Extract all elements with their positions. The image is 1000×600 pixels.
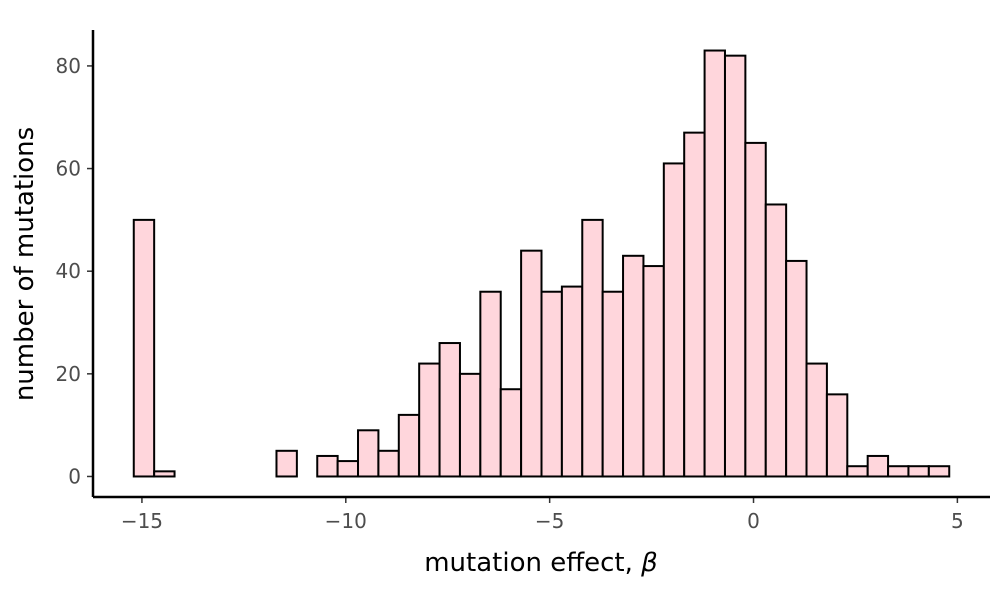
- histogram-bar: [479, 290, 502, 478]
- histogram-bar: [622, 254, 645, 478]
- y-tick-label: 60: [56, 157, 81, 181]
- histogram-bar: [825, 393, 849, 478]
- x-axis-ticks: −15 −10 −5 0 5: [121, 497, 964, 533]
- histogram-bar: [866, 454, 890, 478]
- x-axis-title-text: mutation effect,: [424, 548, 641, 578]
- y-axis-title: number of mutations: [10, 127, 40, 401]
- histogram-bar: [703, 49, 726, 478]
- histogram-bar: [764, 203, 788, 478]
- x-axis-title: mutation effect, β: [424, 548, 658, 578]
- histogram-bar: [499, 388, 523, 478]
- histogram-bar: [785, 259, 808, 478]
- histogram-bar: [540, 290, 563, 478]
- histogram-bar: [132, 218, 156, 478]
- x-axis-title-symbol: β: [640, 548, 658, 578]
- histogram-bar: [560, 285, 584, 478]
- histogram-bar: [907, 465, 930, 478]
- histogram-bar: [153, 470, 176, 478]
- histogram-bar: [723, 54, 747, 478]
- histogram-bar: [601, 290, 625, 478]
- x-tick-label: −10: [325, 509, 367, 533]
- histogram-bar: [642, 265, 665, 478]
- histogram-bar: [581, 218, 604, 478]
- histogram-bar: [744, 141, 767, 478]
- histogram-bar: [805, 362, 828, 478]
- y-tick-label: 80: [56, 54, 81, 78]
- x-tick-label: 0: [747, 509, 760, 533]
- y-axis-ticks: 0 20 40 60 80: [56, 54, 93, 488]
- histogram-bar: [397, 413, 421, 478]
- histogram-bar: [316, 454, 339, 478]
- histogram-bar: [438, 342, 461, 478]
- histogram-bar: [357, 429, 380, 478]
- x-tick-label: −5: [535, 509, 564, 533]
- histogram-bars: [132, 49, 951, 478]
- y-tick-label: 0: [68, 464, 81, 488]
- x-tick-label: −15: [121, 509, 163, 533]
- histogram-bar: [887, 465, 910, 478]
- histogram-bar: [520, 249, 543, 478]
- y-tick-label: 20: [56, 362, 81, 386]
- histogram-bar: [418, 362, 441, 478]
- y-tick-label: 40: [56, 259, 81, 283]
- histogram-bar: [683, 131, 706, 478]
- histogram-bar: [662, 162, 686, 478]
- x-tick-label: 5: [951, 509, 964, 533]
- histogram-bar: [377, 449, 400, 478]
- histogram-bar: [927, 465, 951, 478]
- histogram-bar: [458, 372, 482, 478]
- histogram-bar: [846, 465, 869, 478]
- histogram-bar: [336, 460, 360, 478]
- histogram-bar: [275, 449, 298, 478]
